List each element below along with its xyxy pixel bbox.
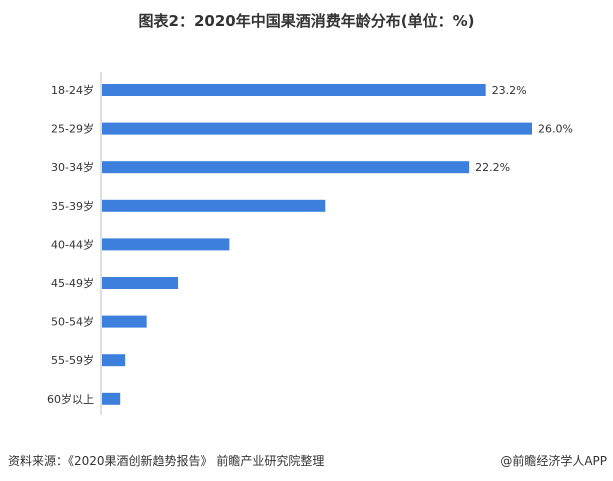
bar <box>102 161 470 174</box>
bar <box>102 315 147 328</box>
category-label: 25-29岁 <box>51 122 94 136</box>
category-label: 55-59岁 <box>51 353 94 367</box>
category-label: 50-54岁 <box>51 315 94 329</box>
data-label: 23.2% <box>492 84 527 97</box>
chart-title: 图表2：2020年中国果酒消费年龄分布(单位：%) <box>138 12 475 30</box>
bar <box>102 199 326 212</box>
category-label: 18-24岁 <box>51 83 94 97</box>
source-note: 资料来源：《2020果酒创新趋势报告》 前瞻产业研究院整理 <box>8 454 325 468</box>
bar <box>102 238 230 251</box>
credit-note: @前瞻经济学人APP <box>500 454 607 468</box>
category-label: 30-34岁 <box>51 160 94 174</box>
data-label: 26.0% <box>538 123 573 136</box>
category-label: 45-49岁 <box>51 276 94 290</box>
category-label: 60岁以上 <box>47 392 94 406</box>
bars-layer: 18-24岁 23.2% 25-29岁 26.0% 30-34岁 22.2% 35-39岁 4… <box>47 83 573 406</box>
bar <box>102 84 486 96</box>
bar <box>102 354 126 367</box>
bar <box>102 122 532 135</box>
bar <box>102 392 121 405</box>
category-label: 35-39岁 <box>51 199 94 213</box>
bar <box>102 277 179 289</box>
data-label: 22.2% <box>475 161 510 174</box>
category-label: 40-44岁 <box>51 237 94 251</box>
